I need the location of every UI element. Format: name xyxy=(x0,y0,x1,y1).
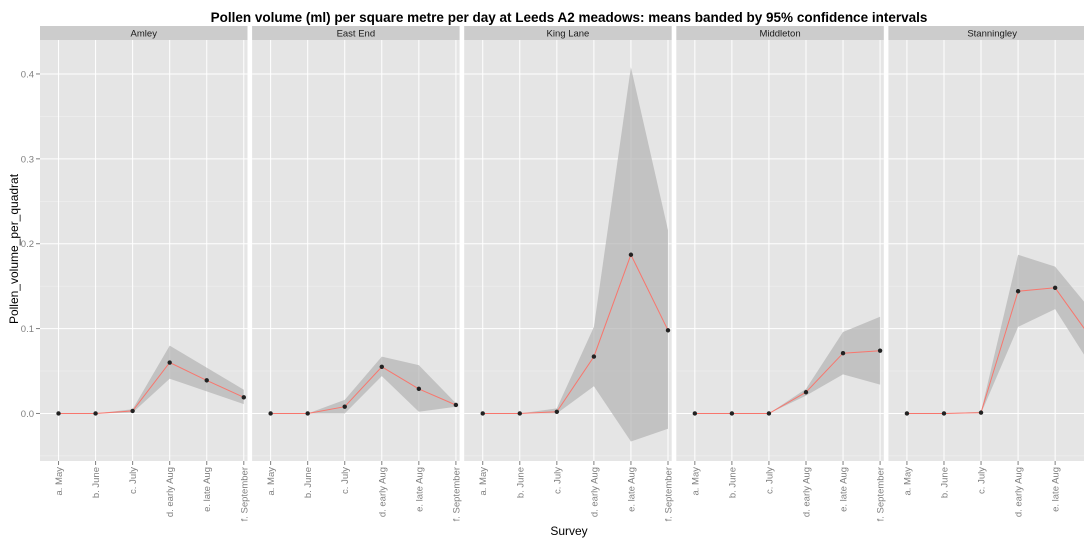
confidence-band xyxy=(58,345,244,414)
facet-strip-label: Amley xyxy=(131,29,158,40)
x-tick-label: f. September xyxy=(451,467,462,521)
y-tick-label: 0.4 xyxy=(21,69,34,80)
mean-line xyxy=(58,361,245,414)
facet-panels: Amley a. May b. June c. July d. early Aug e. … xyxy=(40,26,1084,521)
data-point xyxy=(130,408,135,414)
facet-strip-label: King Lane xyxy=(547,29,590,40)
x-tick-label: d. early Aug xyxy=(589,467,600,517)
y-tick-label: 0.0 xyxy=(21,409,34,420)
y-axis: 0.0 0.1 0.2 0.3 0.4 xyxy=(21,69,40,420)
confidence-band xyxy=(906,254,1084,414)
y-tick-label: 0.3 xyxy=(21,154,34,165)
data-point xyxy=(904,411,910,416)
data-point xyxy=(628,252,634,257)
data-point xyxy=(978,410,984,415)
facet-strip xyxy=(40,26,248,40)
data-point xyxy=(480,411,485,416)
facet-strip-label: Stanningley xyxy=(967,29,1017,40)
x-tick-label: f. September xyxy=(239,467,250,521)
x-tick-label: d. early Aug xyxy=(165,467,176,517)
data-point xyxy=(379,364,384,369)
y-tick-label: 0.1 xyxy=(21,324,34,335)
data-point xyxy=(877,348,883,353)
data-point xyxy=(554,409,560,414)
facet-strip xyxy=(676,26,884,40)
x-axis-title: Survey xyxy=(550,524,587,538)
x-tick-label: a. May xyxy=(902,467,913,496)
x-tick-label: c. July xyxy=(340,467,351,494)
x-tick-label: e. late Aug xyxy=(202,467,213,512)
mean-line xyxy=(694,350,881,414)
data-point xyxy=(204,378,209,383)
data-point xyxy=(416,386,422,392)
data-point xyxy=(93,411,98,416)
confidence-band xyxy=(270,356,456,414)
x-tick-label: c. July xyxy=(552,467,563,494)
x-tick-label: e. late Aug xyxy=(414,467,425,512)
y-tick-label: 0.2 xyxy=(21,239,34,250)
confidence-band xyxy=(694,316,881,414)
data-point xyxy=(56,411,61,416)
data-point xyxy=(1015,289,1021,294)
facet-strip xyxy=(888,26,1084,40)
confidence-band xyxy=(482,67,668,442)
data-point xyxy=(517,411,522,416)
facet-king-lane: King Lane a. May b. June c. July d. early Au… xyxy=(464,26,674,521)
data-point xyxy=(342,404,347,409)
mean-line xyxy=(270,366,457,414)
chart-title: Pollen volume (ml) per square metre per … xyxy=(211,10,928,25)
x-tick-label: b. June xyxy=(939,467,950,498)
x-tick-label: d. early Aug xyxy=(377,467,388,517)
data-point xyxy=(268,411,273,416)
x-tick-label: b. June xyxy=(303,467,314,498)
y-axis-title: Pollen_volume_per_quadrat xyxy=(7,173,21,324)
x-tick-label: c. July xyxy=(764,467,775,494)
data-point xyxy=(305,411,310,416)
data-point xyxy=(665,328,671,333)
facet-stanningley: Stanningley a. May b. June c. July d. early … xyxy=(888,26,1084,517)
data-point xyxy=(941,411,947,416)
data-point xyxy=(692,411,698,416)
x-tick-label: e. late Aug xyxy=(626,467,637,512)
x-tick-label: f. September xyxy=(876,467,887,521)
x-tick-label: b. June xyxy=(727,467,738,498)
facet-strip xyxy=(252,26,460,40)
data-point xyxy=(766,411,772,416)
data-point xyxy=(803,390,809,395)
x-tick-label: b. June xyxy=(515,467,526,498)
x-tick-label: c. July xyxy=(977,467,988,494)
data-point xyxy=(241,395,246,400)
data-point xyxy=(729,411,735,416)
mean-line xyxy=(906,287,1084,414)
x-tick-label: a. May xyxy=(54,467,65,496)
data-point xyxy=(167,360,172,365)
panel-background xyxy=(676,40,884,461)
mean-line xyxy=(482,253,669,414)
x-tick-label: a. May xyxy=(690,467,701,496)
x-tick-label: d. early Aug xyxy=(1014,467,1025,517)
x-tick-label: e. late Aug xyxy=(1051,467,1062,512)
facet-strip-label: Middleton xyxy=(759,29,800,40)
facet-amley: Amley a. May b. June c. July d. early Aug e. … xyxy=(40,26,250,521)
x-tick-label: e. late Aug xyxy=(839,467,850,512)
facet-middleton: Middleton a. May b. June c. July d. early Au… xyxy=(676,26,887,521)
x-tick-label: a. May xyxy=(478,467,489,496)
data-point xyxy=(591,354,597,359)
facet-strip-label: East End xyxy=(337,29,376,40)
facet-east-end: East End a. May b. June c. July d. early Aug… xyxy=(252,26,462,521)
x-tick-label: d. early Aug xyxy=(801,467,812,517)
data-point xyxy=(840,351,846,356)
x-tick-label: a. May xyxy=(266,467,277,496)
x-tick-label: f. September xyxy=(663,467,674,521)
data-point xyxy=(1052,285,1058,291)
data-point xyxy=(453,402,459,408)
x-tick-label: b. June xyxy=(91,467,102,498)
facet-strip xyxy=(464,26,672,40)
x-tick-label: c. July xyxy=(128,467,139,494)
